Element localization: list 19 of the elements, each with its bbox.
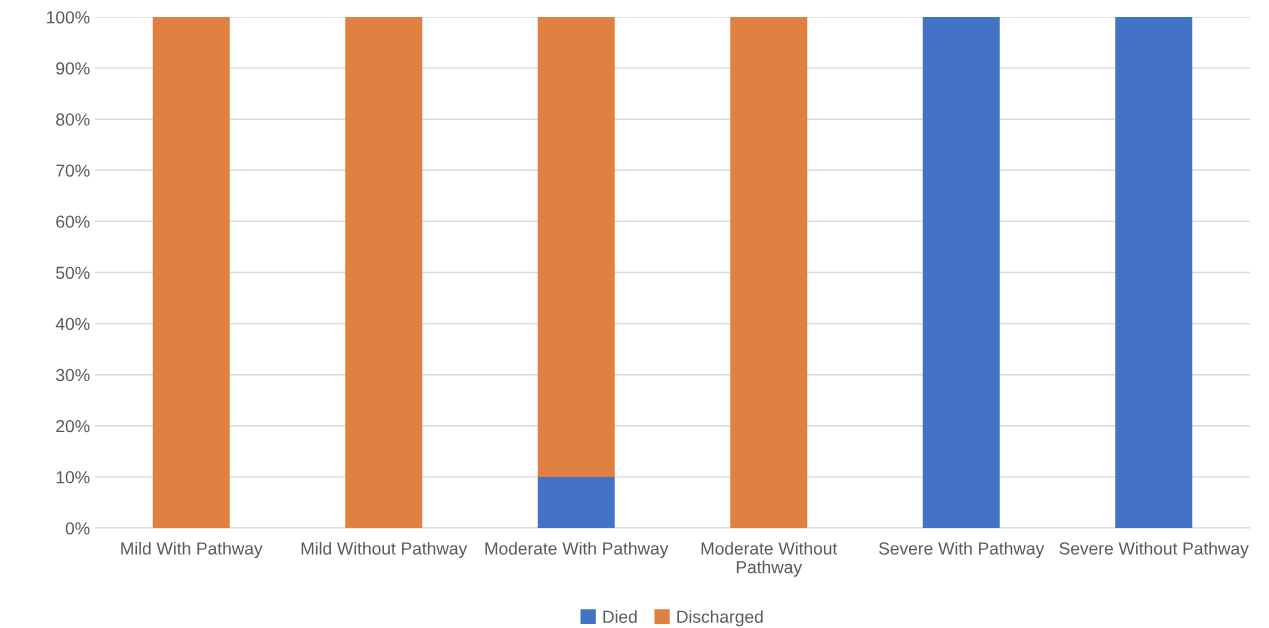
y-tick-label: 10% <box>56 471 90 484</box>
y-tick-label: 80% <box>56 113 90 126</box>
y-tick-label: 100% <box>47 11 90 24</box>
y-tick-label: 0% <box>65 522 90 535</box>
x-tick-label: Severe Without Pathway <box>1059 541 1249 559</box>
x-tick-label: Severe With Pathway <box>879 541 1045 559</box>
y-tick-label: 30% <box>56 368 90 382</box>
x-tick-label: Moderate With Pathway <box>485 541 669 559</box>
x-tick-label: Mild With Pathway <box>121 541 263 559</box>
y-tick-label: 60% <box>56 215 90 228</box>
y-tick-label: 90% <box>56 62 90 75</box>
y-tick-label: 20% <box>56 419 90 433</box>
x-tick-label: Moderate Without Pathway <box>701 541 838 577</box>
legend-label: Discharged <box>677 610 763 627</box>
y-tick-label: 50% <box>56 266 90 279</box>
y-tick-label: 40% <box>55 317 90 331</box>
x-tick-label: Mild Without Pathway <box>301 541 468 559</box>
y-tick-label: 70% <box>56 164 90 177</box>
legend-label: Died <box>603 610 637 623</box>
